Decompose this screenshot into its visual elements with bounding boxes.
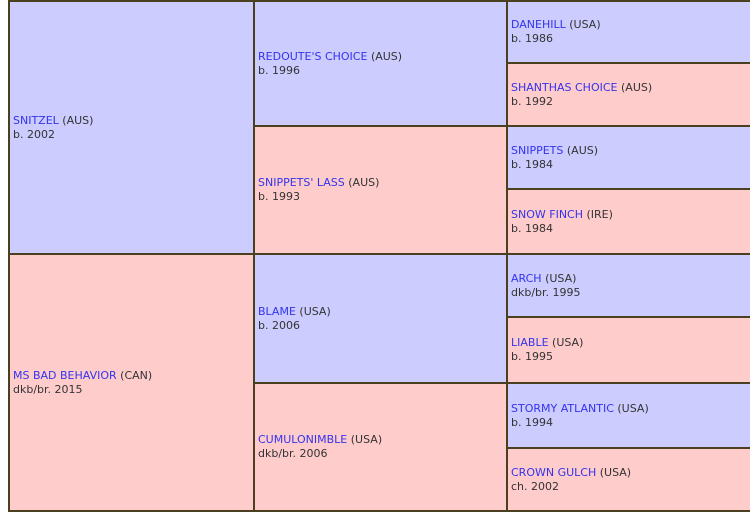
horse-line: ARCH (USA)	[511, 272, 750, 286]
horse-name-link[interactable]: BLAME	[258, 304, 296, 318]
horse-country: (USA)	[599, 465, 632, 479]
horse-info: ch. 2002	[511, 479, 560, 493]
pedigree-cell-dam: LIABLE (USA) b. 1995	[506, 316, 750, 384]
horse-line: SNIPPETS' LASS (AUS)	[258, 176, 507, 190]
horse-info: b. 1993	[258, 190, 300, 203]
horse-country: (AUS)	[621, 80, 653, 94]
horse-name-link[interactable]: ARCH	[511, 271, 542, 285]
horse-country: (USA)	[545, 271, 577, 285]
pedigree-cell-sire: STORMY ATLANTIC (USA) b. 1994	[506, 382, 750, 449]
horse-name-link[interactable]: SHANTHAS CHOICE	[511, 80, 618, 94]
horse-line: CUMULONIMBLE (USA)	[258, 433, 507, 447]
pedigree-cell-dam: SNIPPETS' LASS (AUS) b. 1993	[253, 125, 507, 255]
pedigree-cell-sire: REDOUTE'S CHOICE (AUS) b. 1996	[253, 0, 507, 127]
horse-info: b. 1984	[511, 221, 553, 235]
horse-line: STORMY ATLANTIC (USA)	[511, 402, 750, 416]
horse-country: (IRE)	[586, 207, 613, 221]
horse-line: SHANTHAS CHOICE (AUS)	[511, 81, 750, 95]
pedigree-cell-dam: SNOW FINCH (IRE) b. 1984	[506, 188, 750, 255]
horse-country: (USA)	[350, 433, 383, 446]
pedigree-cell-dam: CROWN GULCH (USA) ch. 2002	[506, 447, 750, 512]
horse-info: b. 1996	[258, 63, 300, 77]
pedigree-cell-sire: ARCH (USA) dkb/br. 1995	[506, 253, 750, 318]
horse-name-link[interactable]: REDOUTE'S CHOICE	[258, 49, 368, 63]
horse-name-link[interactable]: SNOW FINCH	[511, 207, 583, 221]
horse-info: b. 1994	[511, 415, 553, 429]
horse-line: DANEHILL (USA)	[511, 18, 750, 32]
horse-country: (USA)	[552, 336, 584, 349]
horse-country: (AUS)	[566, 143, 599, 157]
pedigree-cell-dam: MS BAD BEHAVIOR (CAN) dkb/br. 2015	[8, 253, 254, 512]
horse-line: REDOUTE'S CHOICE (AUS)	[258, 50, 507, 64]
horse-name-link[interactable]: MS BAD BEHAVIOR	[13, 368, 117, 382]
horse-country: (AUS)	[348, 176, 380, 189]
horse-name-link[interactable]: SNIPPETS	[511, 143, 564, 157]
horse-info: dkb/br. 2006	[258, 447, 328, 460]
horse-line: MS BAD BEHAVIOR (CAN)	[13, 369, 254, 383]
horse-info: dkb/br. 1995	[511, 285, 581, 299]
horse-name-link[interactable]: CROWN GULCH	[511, 465, 597, 479]
horse-info: b. 1986	[511, 32, 553, 45]
pedigree-cell-dam: CUMULONIMBLE (USA) dkb/br. 2006	[253, 382, 507, 512]
horse-info: b. 1984	[511, 157, 553, 171]
horse-country: (AUS)	[370, 49, 403, 63]
horse-country: (USA)	[299, 304, 331, 318]
pedigree-cell-sire: DANEHILL (USA) b. 1986	[506, 0, 750, 64]
horse-info: b. 1992	[511, 94, 553, 108]
horse-country: (CAN)	[120, 368, 153, 382]
horse-country: (USA)	[617, 401, 649, 415]
horse-name-link[interactable]: CUMULONIMBLE	[258, 433, 348, 446]
horse-info: dkb/br. 2015	[13, 382, 83, 396]
horse-info: b. 2002	[13, 127, 55, 141]
horse-line: BLAME (USA)	[258, 305, 507, 319]
horse-line: SNOW FINCH (IRE)	[511, 208, 750, 222]
horse-name-link[interactable]: SNIPPETS' LASS	[258, 176, 345, 189]
horse-info: b. 2006	[258, 318, 300, 332]
horse-name-link[interactable]: DANEHILL	[511, 18, 566, 31]
pedigree-cell-sire: SNIPPETS (AUS) b. 1984	[506, 125, 750, 190]
horse-line: SNITZEL (AUS)	[13, 114, 254, 128]
horse-line: CROWN GULCH (USA)	[511, 466, 750, 480]
horse-line: LIABLE (USA)	[511, 336, 750, 350]
pedigree-cell-dam: SHANTHAS CHOICE (AUS) b. 1992	[506, 62, 750, 127]
pedigree-cell-sire: BLAME (USA) b. 2006	[253, 253, 507, 384]
horse-name-link[interactable]: STORMY ATLANTIC	[511, 401, 614, 415]
horse-name-link[interactable]: LIABLE	[511, 336, 549, 349]
horse-country: (AUS)	[62, 113, 94, 127]
horse-country: (USA)	[569, 18, 601, 31]
pedigree-table: SNITZEL (AUS) b. 2002 MS BAD BEHAVIOR (CAN…	[8, 0, 750, 512]
horse-info: b. 1995	[511, 350, 553, 363]
horse-name-link[interactable]: SNITZEL	[13, 113, 59, 127]
horse-line: SNIPPETS (AUS)	[511, 144, 750, 158]
pedigree-cell-sire: SNITZEL (AUS) b. 2002	[8, 0, 254, 255]
